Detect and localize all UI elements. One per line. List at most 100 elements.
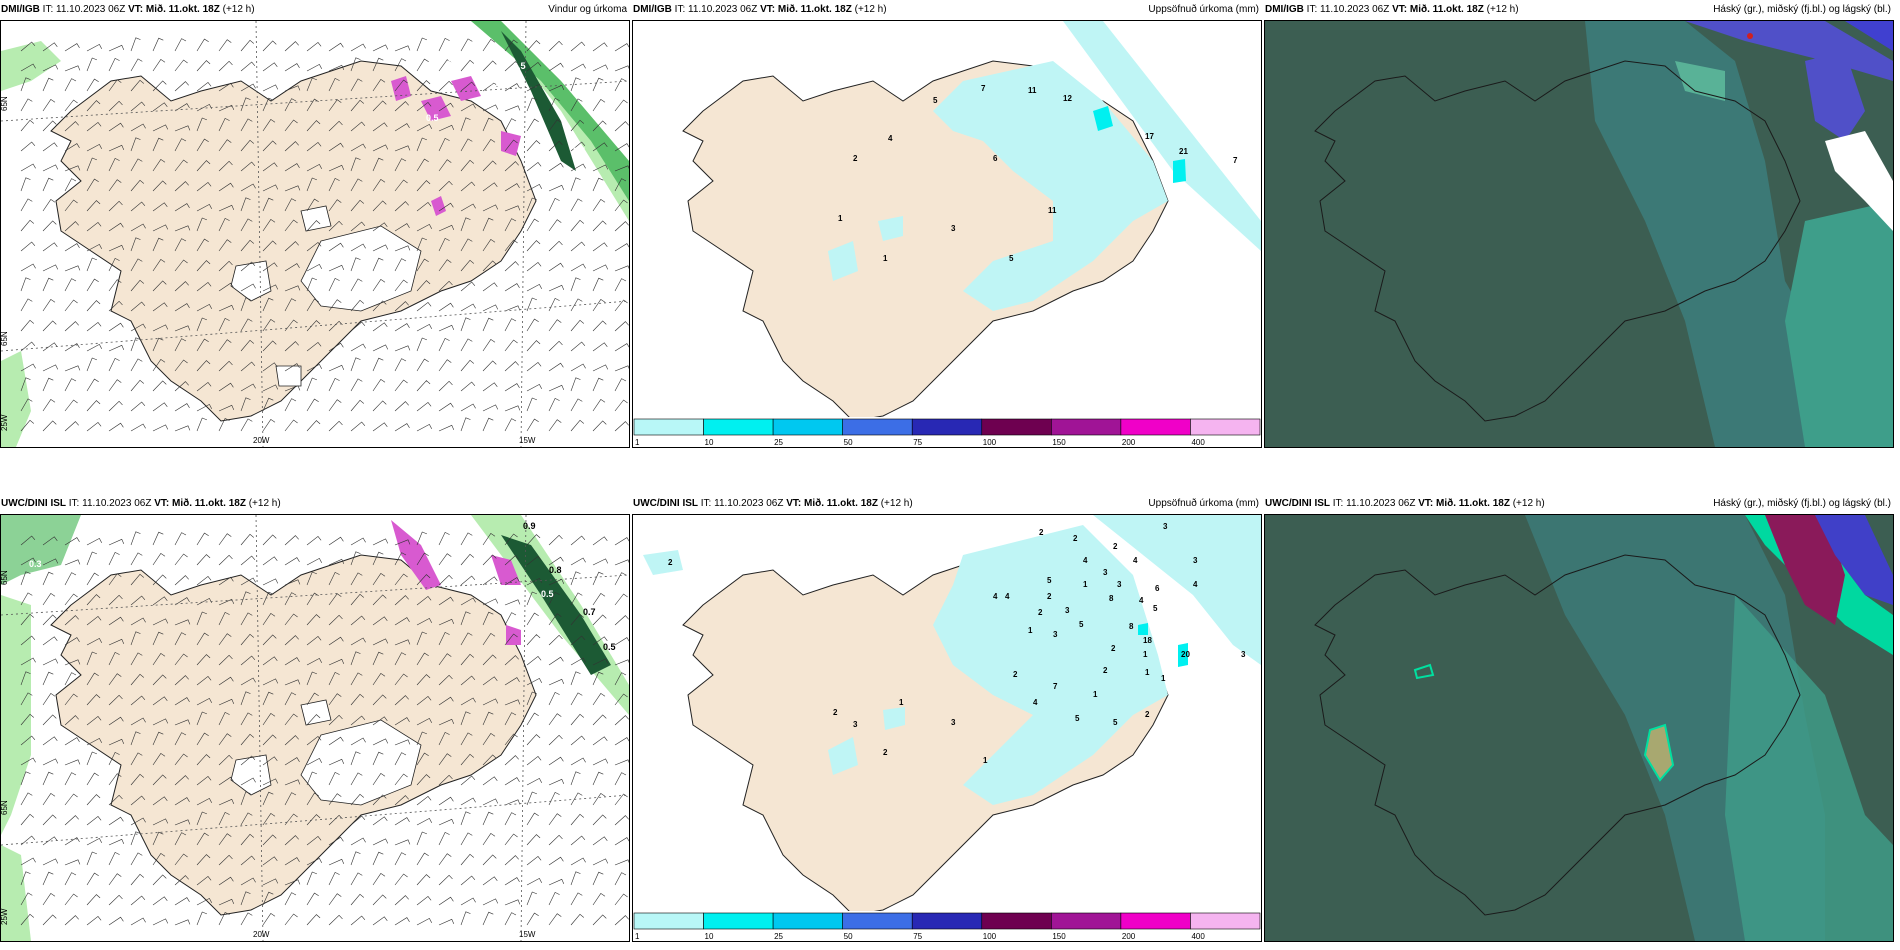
wind-barb <box>526 891 538 906</box>
wind-barb <box>504 533 518 546</box>
wind-barb <box>350 772 363 786</box>
wind-barb <box>614 715 629 726</box>
wind-barb <box>42 671 54 686</box>
wind-barb <box>460 417 471 432</box>
wind-barb <box>284 613 298 626</box>
wind-map[interactable]: 0.3 0.9 0.8 0.5 0.7 0.5 65N 65N 25W 20W … <box>0 514 630 942</box>
wind-barb <box>438 831 450 846</box>
wind-barb <box>460 532 473 546</box>
wind-barb <box>394 245 411 252</box>
colorbar-tick: 25 <box>774 932 783 941</box>
wind-barb <box>614 365 629 372</box>
wind-barb <box>174 832 187 846</box>
wind-barb <box>570 98 583 112</box>
wind-barb <box>548 734 563 746</box>
wind-barb <box>262 340 277 352</box>
wind-barb <box>130 773 144 786</box>
wind-barb <box>306 692 319 706</box>
wind-barb <box>152 158 166 172</box>
wind-barb <box>306 657 322 666</box>
wind-barb <box>306 571 318 586</box>
wind-barb <box>306 635 322 646</box>
wind-barb <box>548 591 560 606</box>
wind-barb <box>284 579 301 586</box>
wind-barb <box>152 552 166 566</box>
wind-barb <box>64 121 79 132</box>
wind-barb <box>372 872 386 886</box>
wind-barb <box>614 915 629 926</box>
wind-barb <box>394 839 411 846</box>
colorbar-swatch <box>633 912 704 930</box>
vt-label: VT: <box>760 4 776 15</box>
wind-barb <box>64 165 81 172</box>
vt-label: VT: <box>786 498 802 509</box>
wind-barb <box>262 97 274 112</box>
wind-barb <box>306 792 319 806</box>
wind-barb <box>64 693 78 706</box>
wind-barb <box>130 79 144 92</box>
wind-barb <box>174 775 189 786</box>
wind-map[interactable]: 0.5 0.5 0.5 0.5 0.5 65N 65N 25W 20W 15W <box>0 20 630 448</box>
wind-barb <box>284 63 300 72</box>
wind-barb <box>20 635 36 646</box>
wind-barb <box>42 814 57 826</box>
cloud-map[interactable] <box>1264 514 1894 942</box>
precip-map[interactable]: 5 7 11 12 4 2 6 17 21 7 1 11 3 1 5 1 10 25… <box>632 20 1262 448</box>
wind-barb <box>174 919 191 926</box>
wind-barb <box>152 574 167 586</box>
wind-barb <box>350 715 366 726</box>
wind-barb <box>284 185 301 192</box>
wind-barb <box>108 279 122 292</box>
wind-barb <box>42 77 54 92</box>
wind-barb <box>86 221 102 232</box>
wind-barb <box>504 633 518 646</box>
wind-barb <box>262 197 274 212</box>
wind-barb <box>218 360 233 372</box>
wind-barb <box>350 793 364 806</box>
wind-barb <box>372 278 386 292</box>
wind-barb <box>284 198 297 212</box>
wind-barb <box>350 399 364 412</box>
wind-barb <box>570 63 586 72</box>
wind-barb <box>152 102 168 112</box>
wind-barb <box>64 343 80 352</box>
precip-map[interactable]: 2 2 3 2 4 2 3 4 3 4 3 1 6 5 8 4 8 5 2 3 <box>632 514 1262 942</box>
wind-barb <box>548 791 560 806</box>
wind-barb <box>614 121 629 132</box>
wind-barb <box>284 385 301 392</box>
wind-barb <box>438 653 452 666</box>
cloud-map[interactable] <box>1264 20 1894 448</box>
wind-barb <box>614 772 627 786</box>
panel-wind-dmi: DMI/IGB IT: 11.10.2023 06Z VT: Mið. 11.o… <box>0 0 630 448</box>
wind-barb <box>592 658 609 666</box>
wind-barb <box>152 531 164 546</box>
precip-values: 2 2 3 2 4 2 3 4 3 4 3 1 6 5 8 4 8 5 2 3 <box>668 522 1246 765</box>
wind-barb <box>152 618 169 626</box>
panel-header: DMI/IGB IT: 11.10.2023 06Z VT: Mið. 11.o… <box>632 0 1262 20</box>
wind-barb <box>350 121 366 132</box>
wind-barb <box>20 613 34 626</box>
wind-barb <box>592 98 606 112</box>
precip-value: 2 <box>833 708 838 717</box>
wind-barb <box>416 201 432 212</box>
wind-barb <box>482 360 497 372</box>
panel-header: UWC/DINI ISL IT: 11.10.2023 06Z VT: Mið.… <box>0 494 630 514</box>
precip-value: 5 <box>1113 718 1118 727</box>
wind-barb <box>130 731 141 746</box>
wind-barb <box>350 78 363 92</box>
wind-barb <box>328 142 344 152</box>
wind-barb <box>328 420 343 432</box>
wind-barb <box>130 158 143 172</box>
wind-barb <box>240 383 256 392</box>
wind-barb <box>262 84 279 92</box>
wind-barb <box>592 377 604 392</box>
wind-barb <box>130 595 146 606</box>
contour-label: 0.5 <box>603 642 616 652</box>
wind-barb <box>86 794 101 806</box>
wind-barb <box>460 117 471 132</box>
wind-barb <box>130 531 141 546</box>
colorbar-swatch <box>772 912 843 930</box>
wind-barb <box>86 815 102 826</box>
wind-barb <box>482 82 498 92</box>
wind-barb <box>284 635 299 646</box>
